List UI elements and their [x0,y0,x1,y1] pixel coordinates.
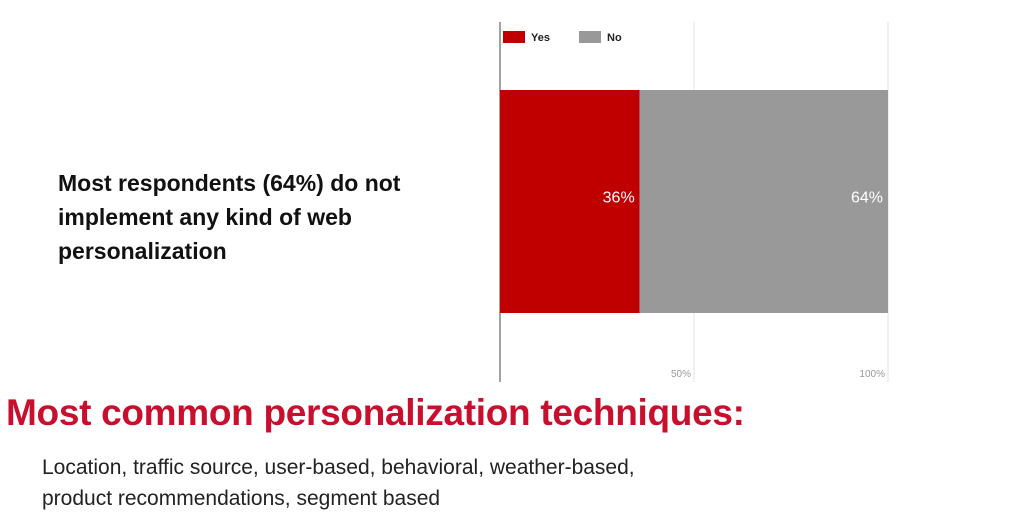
chart-statement: Most respondents (64%) do not implement … [58,170,401,264]
techniques-heading: Most common personalization techniques: [6,392,745,433]
legend-swatch-no [579,31,601,43]
data-label-yes: 36% [603,190,635,207]
techniques-line-2: product recommendations, segment based [42,487,441,510]
x-tick-label-100: 100% [859,369,885,380]
bar-yes [500,90,640,313]
legend-label-yes: Yes [531,32,550,44]
techniques-line-1: Location, traffic source, user-based, be… [42,456,635,479]
legend-label-no: No [607,32,622,44]
techniques-list: Location, traffic source, user-based, be… [42,452,922,514]
bar-no [639,90,888,313]
x-tick-label-50: 50% [671,369,691,380]
data-label-no: 64% [851,190,883,207]
legend-swatch-yes [503,31,525,43]
